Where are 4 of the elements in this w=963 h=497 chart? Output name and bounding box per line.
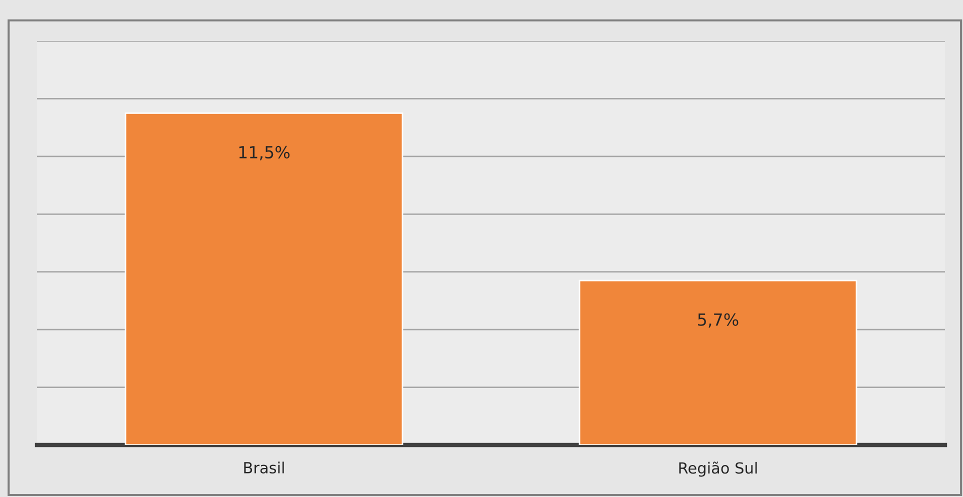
x-tick-label: Região Sul — [679, 462, 757, 477]
data-label: 11,5% — [239, 146, 290, 160]
data-label: 5,7% — [698, 313, 738, 328]
x-tick-label: Brasil — [244, 462, 284, 474]
